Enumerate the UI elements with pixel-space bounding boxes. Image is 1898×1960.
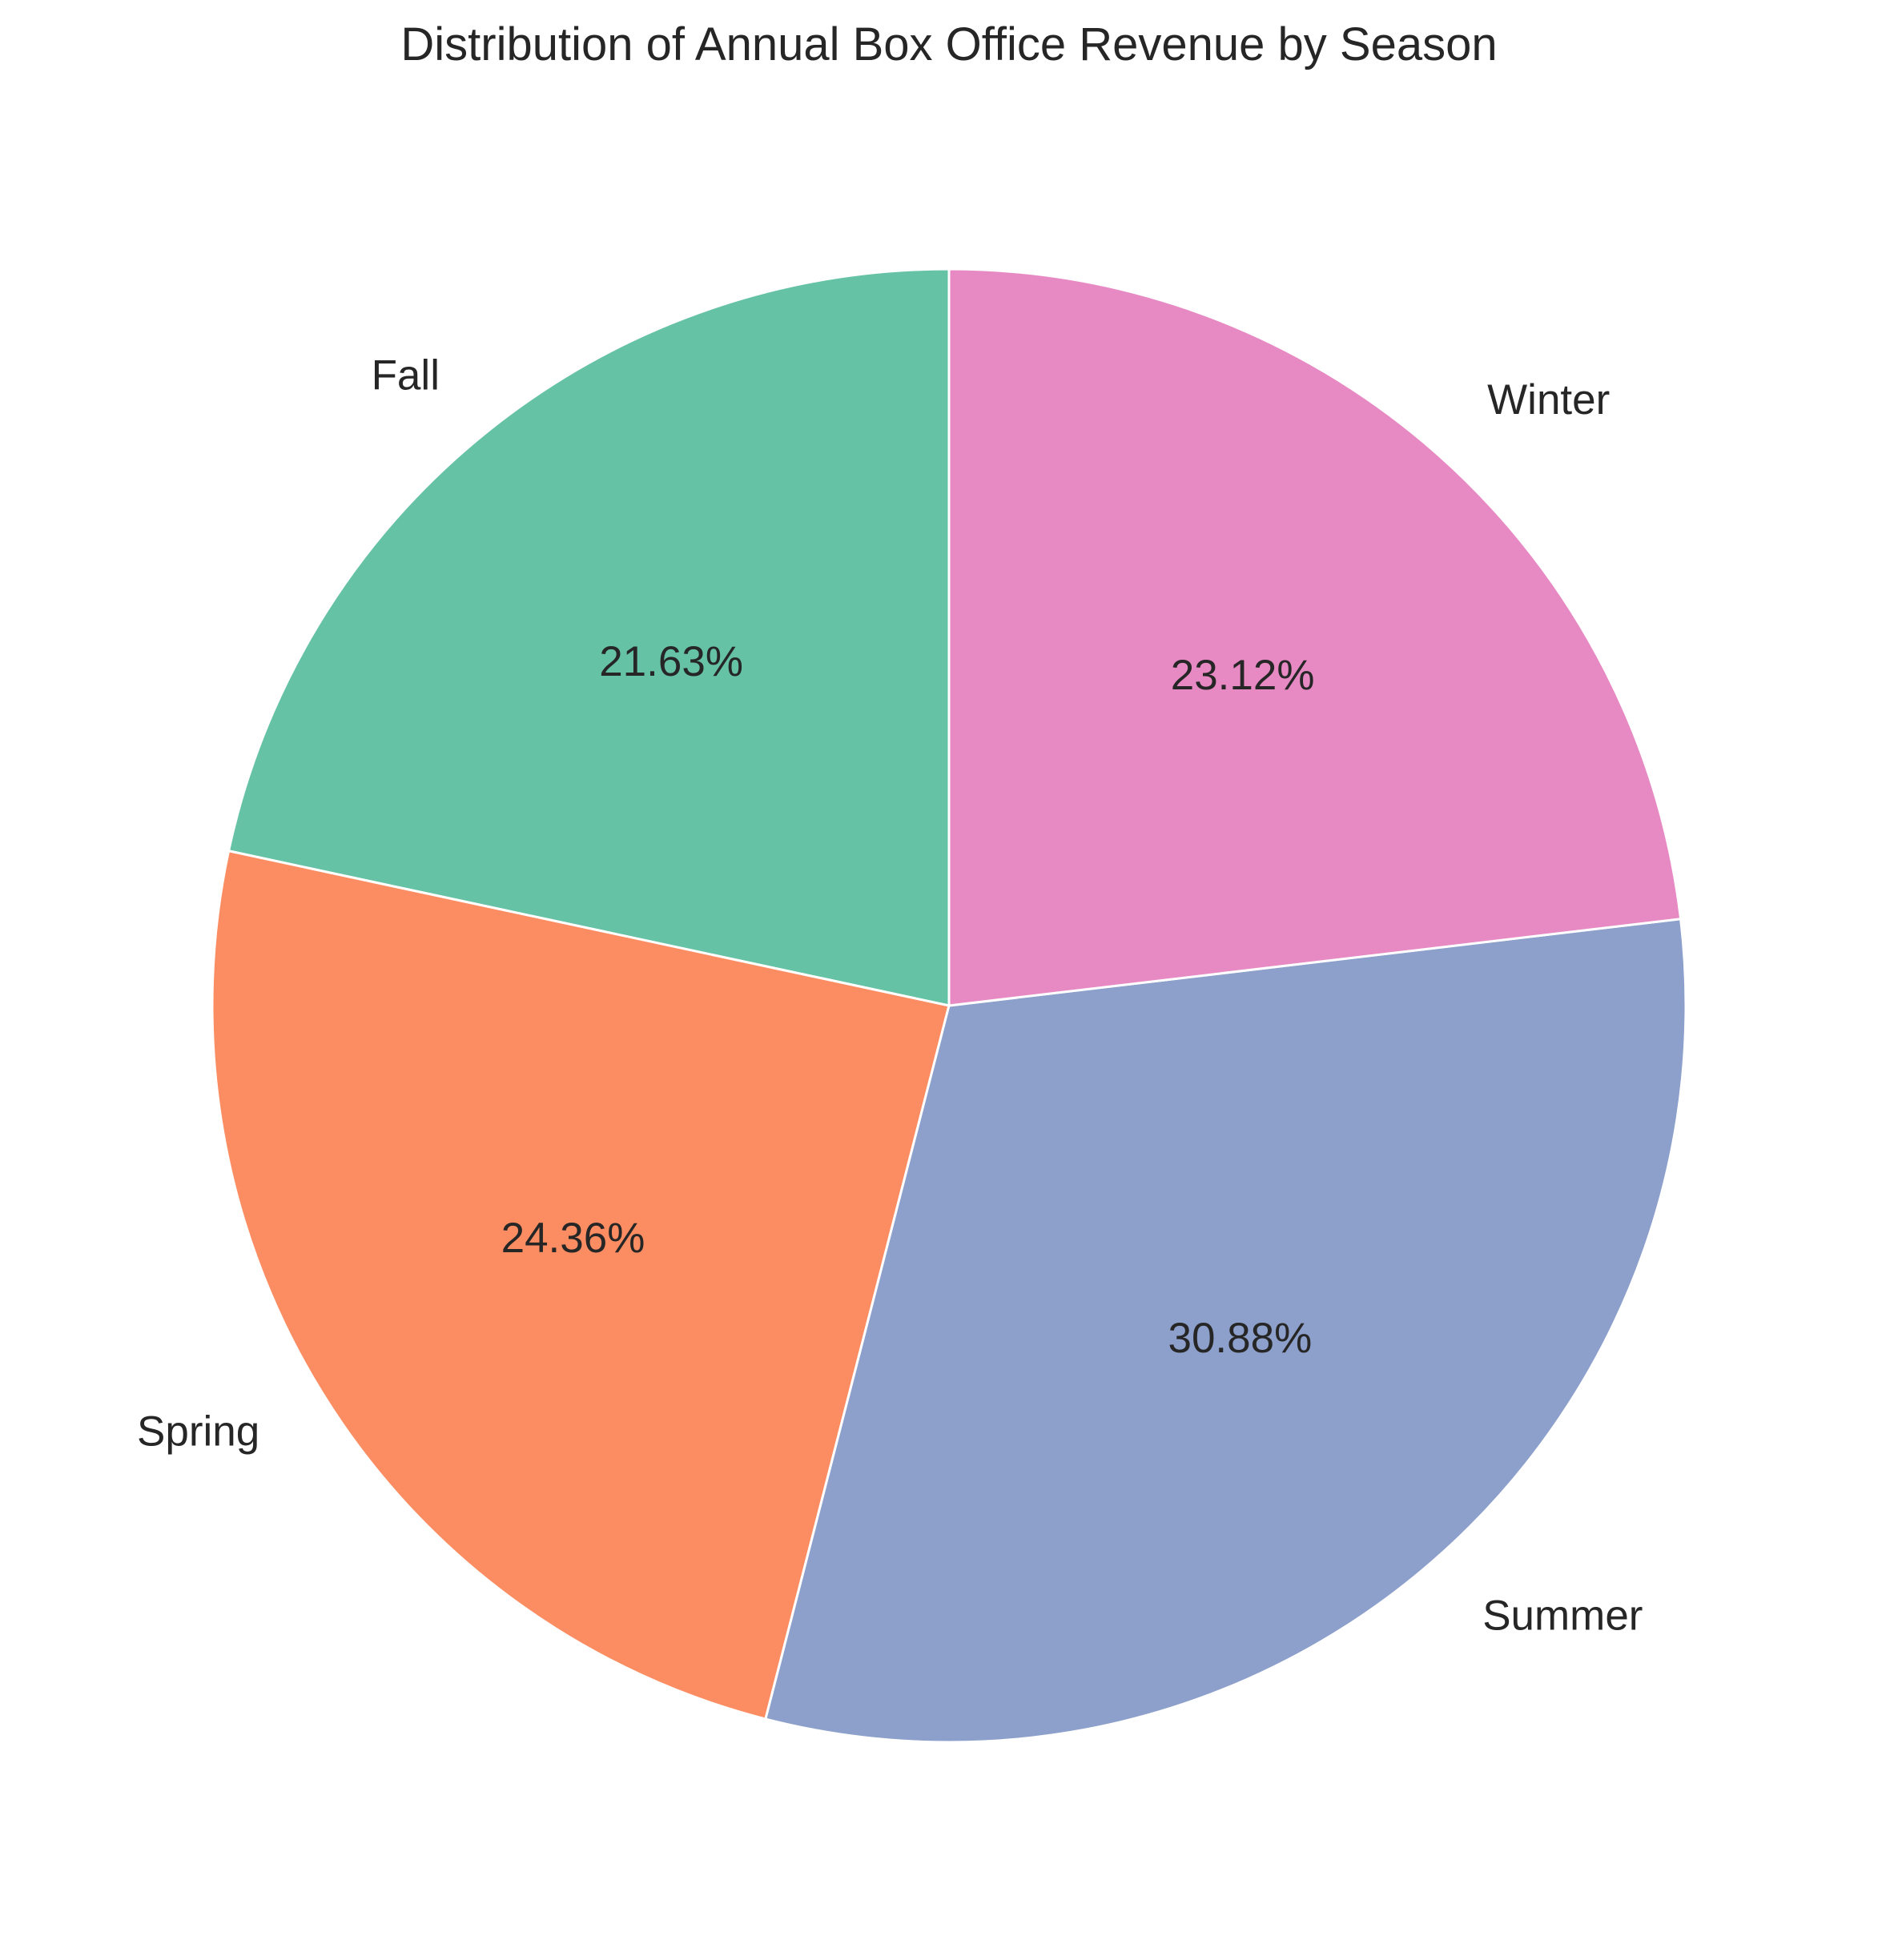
slice-label-winter: Winter bbox=[1487, 376, 1610, 424]
pct-label-winter: 23.12% bbox=[1171, 652, 1315, 699]
pct-label-summer: 30.88% bbox=[1168, 1315, 1312, 1362]
chart-title: Distribution of Annual Box Office Revenu… bbox=[400, 18, 1497, 70]
pie-slice-summer bbox=[764, 918, 1687, 1744]
slice-label-fall: Fall bbox=[372, 351, 440, 399]
slice-label-summer: Summer bbox=[1482, 1592, 1643, 1639]
pie-labels: Fall 21.63% Spring 24.36% Summer 30.88% Winter… bbox=[137, 351, 1643, 1639]
pie-slice-spring bbox=[211, 849, 951, 1721]
pie-slice-winter bbox=[947, 267, 1683, 1007]
slice-label-spring: Spring bbox=[137, 1408, 259, 1456]
pct-label-spring: 24.36% bbox=[501, 1215, 645, 1262]
pie-slices bbox=[211, 267, 1687, 1744]
pie-slice-fall bbox=[227, 267, 951, 1007]
pct-label-fall: 21.63% bbox=[599, 638, 743, 685]
